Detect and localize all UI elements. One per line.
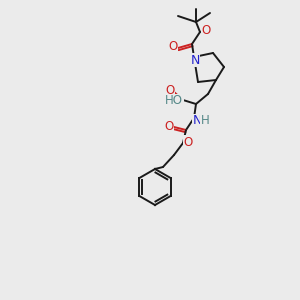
Text: O: O — [183, 136, 193, 148]
Text: HO: HO — [165, 94, 183, 107]
Text: O: O — [165, 83, 175, 97]
Text: O: O — [201, 23, 211, 37]
Text: H: H — [201, 115, 209, 128]
Text: N: N — [190, 53, 200, 67]
Text: N: N — [192, 115, 202, 128]
Text: O: O — [164, 119, 174, 133]
Text: O: O — [168, 40, 178, 53]
